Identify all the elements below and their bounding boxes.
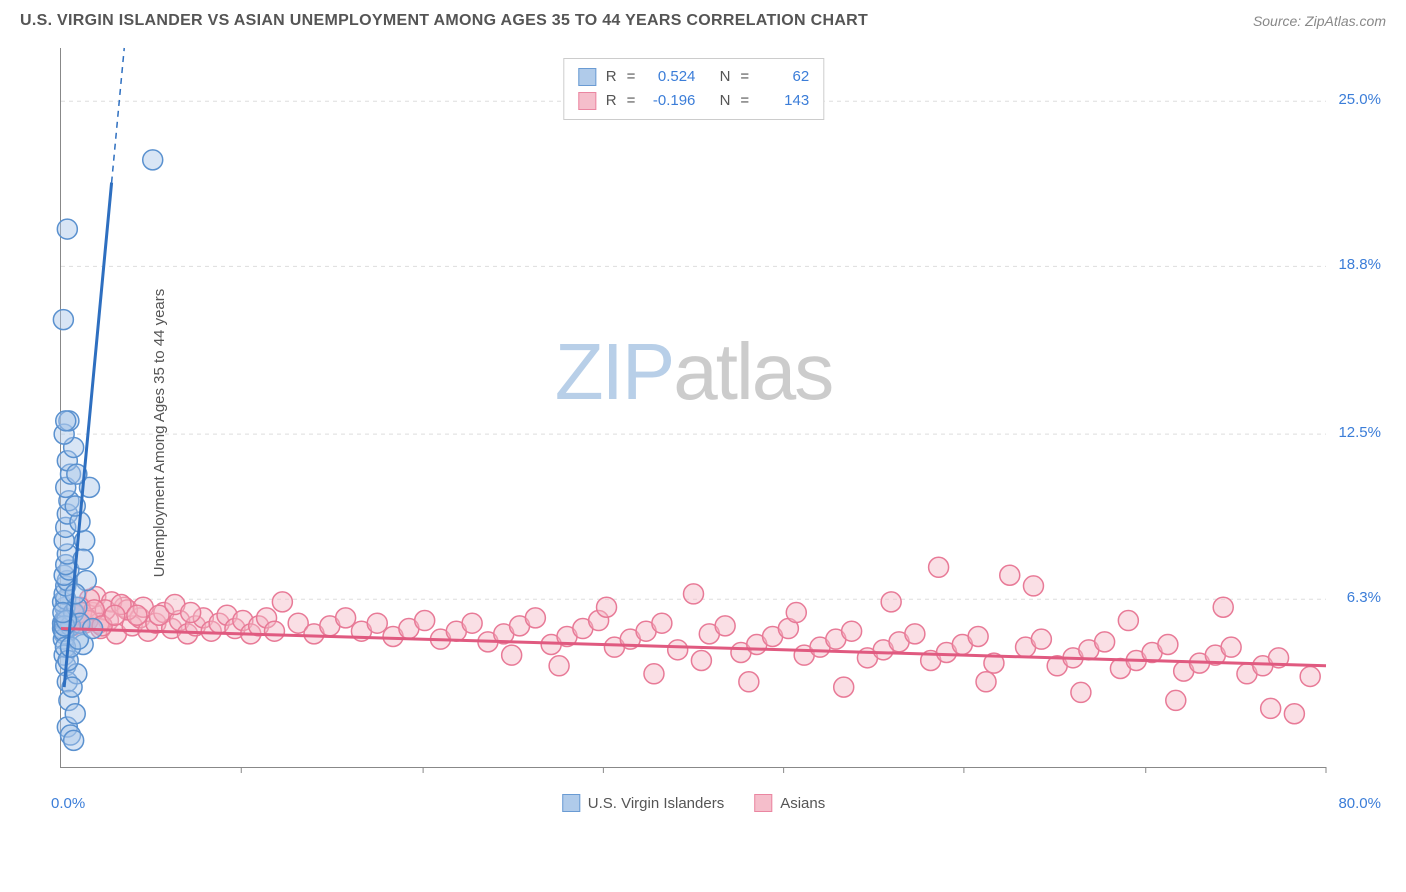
- n-label-2: N: [720, 89, 731, 113]
- r-value-1: 0.524: [645, 65, 695, 89]
- plot-area: ZIPatlas R = 0.524 N = 62 R = -0.196 N =: [60, 48, 1326, 768]
- legend-item-2: Asians: [754, 794, 825, 812]
- chart-header: U.S. VIRGIN ISLANDER VS ASIAN UNEMPLOYME…: [0, 0, 1406, 38]
- x-origin-label: 0.0%: [51, 795, 85, 812]
- bottom-legend: U.S. Virgin Islanders Asians: [562, 794, 825, 812]
- y-tick-label: 18.8%: [1338, 256, 1381, 273]
- chart-container: Unemployment Among Ages 35 to 44 years Z…: [50, 38, 1386, 828]
- n-label-1: N: [720, 65, 731, 89]
- x-max-label: 80.0%: [1338, 795, 1381, 812]
- chart-source: Source: ZipAtlas.com: [1253, 13, 1386, 29]
- y-tick-label: 12.5%: [1338, 424, 1381, 441]
- legend-swatch-2-icon: [754, 794, 772, 812]
- stats-box: R = 0.524 N = 62 R = -0.196 N = 143: [563, 58, 824, 120]
- y-tick-label: 6.3%: [1347, 589, 1381, 606]
- chart-title: U.S. VIRGIN ISLANDER VS ASIAN UNEMPLOYME…: [20, 12, 868, 30]
- legend-label-1: U.S. Virgin Islanders: [588, 795, 724, 812]
- n-value-1: 62: [759, 65, 809, 89]
- eq-2b: =: [740, 89, 749, 113]
- r-value-2: -0.196: [645, 89, 695, 113]
- n-value-2: 143: [759, 89, 809, 113]
- eq-2a: =: [627, 89, 636, 113]
- r-label-2: R: [606, 89, 617, 113]
- scatter-svg: [61, 48, 1326, 767]
- swatch-series1-icon: [578, 68, 596, 86]
- eq-1a: =: [627, 65, 636, 89]
- stats-row-2: R = -0.196 N = 143: [578, 89, 809, 113]
- r-label-1: R: [606, 65, 617, 89]
- legend-swatch-1-icon: [562, 794, 580, 812]
- stats-row-1: R = 0.524 N = 62: [578, 65, 809, 89]
- swatch-series2-icon: [578, 92, 596, 110]
- eq-1b: =: [740, 65, 749, 89]
- legend-label-2: Asians: [780, 795, 825, 812]
- y-tick-label: 25.0%: [1338, 91, 1381, 108]
- legend-item-1: U.S. Virgin Islanders: [562, 794, 724, 812]
